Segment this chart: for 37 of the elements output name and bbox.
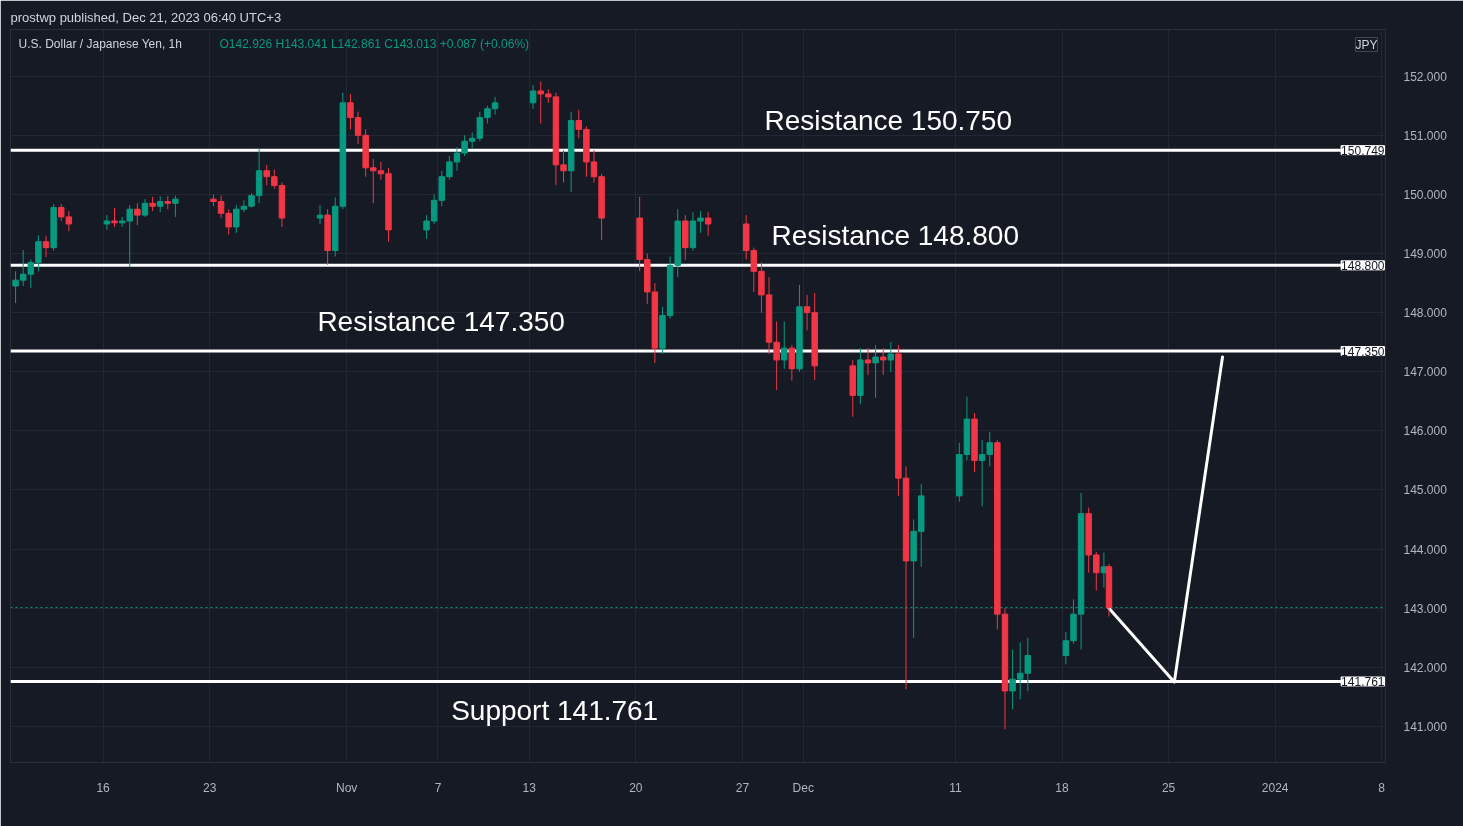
- annotation: JPY: [1355, 37, 1378, 52]
- annotation: O142.926 H143.041 L142.861 C143.013 +0.087 (+0.06%): [219, 36, 530, 51]
- y-tick-label: 145.000: [1403, 483, 1448, 498]
- ref-line-label: 141.761: [1341, 674, 1385, 689]
- x-tick-label: 27: [735, 780, 750, 795]
- y-tick-label: 152.000: [1403, 69, 1448, 84]
- y-tick-label: 142.000: [1403, 660, 1448, 675]
- text: U.S. Dollar / Japanese Yen, 1h: [18, 36, 182, 51]
- y-tick-label: 150.000: [1403, 187, 1448, 202]
- annotation: Resistance 147.350: [317, 306, 565, 338]
- x-tick-label: 25: [1161, 780, 1176, 795]
- x-tick-label: 23: [202, 780, 217, 795]
- y-tick-label: 144.000: [1403, 542, 1448, 557]
- y-tick-label: 141.000: [1403, 719, 1448, 734]
- ref-line-label: 150.749: [1341, 143, 1385, 158]
- x-tick-label: 8: [1378, 780, 1386, 795]
- y-tick-label: 143.000: [1403, 601, 1448, 616]
- x-tick-label: 18: [1055, 780, 1070, 795]
- y-tick-label: 149.000: [1403, 247, 1448, 262]
- x-tick-label: 13: [522, 780, 537, 795]
- ref-line-label: 148.800: [1341, 258, 1385, 273]
- x-tick-label: 11: [949, 780, 963, 795]
- y-tick-label: 147.000: [1403, 365, 1448, 380]
- annotation: Resistance 148.800: [771, 220, 1020, 252]
- y-tick-label: 151.000: [1403, 128, 1448, 143]
- x-tick-label: Dec: [792, 780, 814, 795]
- x-tick-label: 20: [629, 780, 643, 795]
- y-tick-label: 148.000: [1403, 306, 1448, 321]
- annotation: Support 141.761: [451, 695, 659, 727]
- ref-line-label: 147.350: [1341, 344, 1385, 359]
- chart-title: prostwp published, Dec 21, 2023 06:40 UTC+3: [10, 9, 282, 25]
- x-tick-label: Nov: [335, 780, 358, 795]
- y-tick-label: 146.000: [1403, 424, 1448, 439]
- x-tick-label: 16: [96, 780, 111, 795]
- annotation: Resistance 150.750: [764, 105, 1013, 137]
- x-tick-label: 2024: [1261, 780, 1289, 795]
- x-tick-label: 7: [434, 780, 442, 795]
